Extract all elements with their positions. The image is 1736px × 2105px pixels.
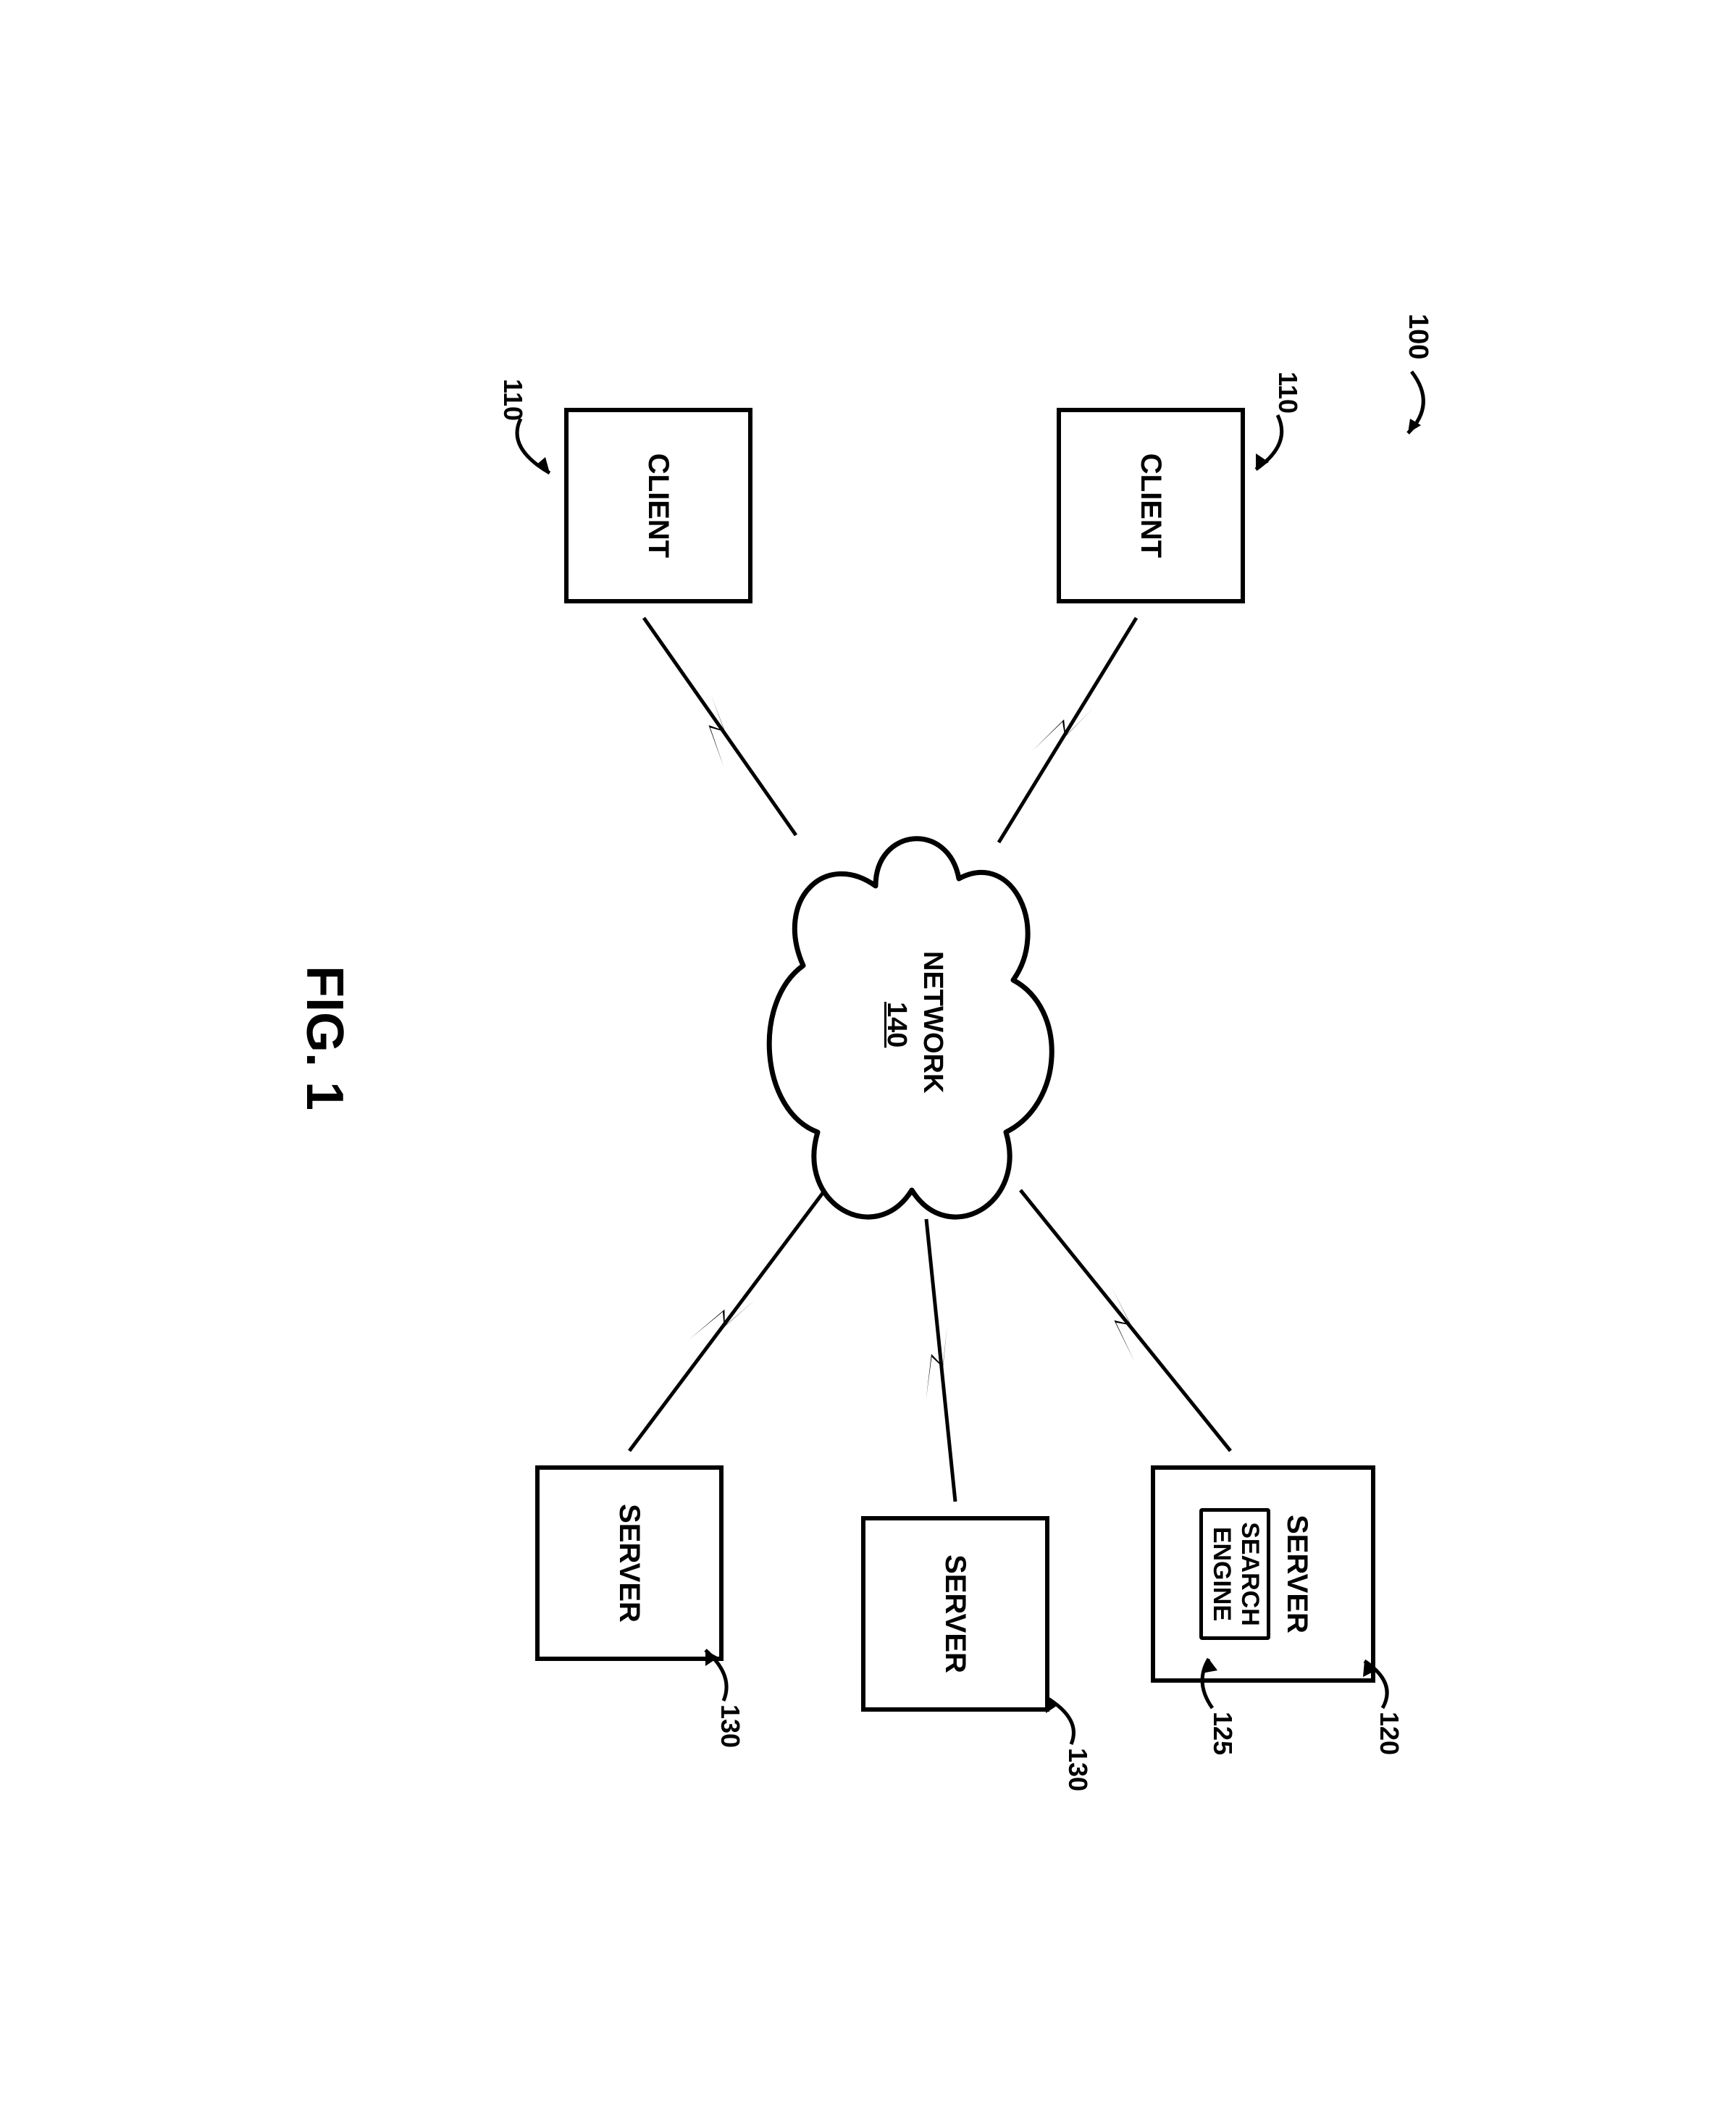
client-node-2: CLIENT bbox=[564, 408, 752, 603]
network-ref: 140 bbox=[880, 1002, 912, 1047]
server-2-label: SERVER bbox=[939, 1554, 972, 1673]
search-engine-box: SEARCH ENGINE bbox=[1199, 1508, 1270, 1640]
server-3-label: SERVER bbox=[613, 1504, 646, 1623]
page: 100 CLIENT 110 CLIENT 110 SERVER SEARCH bbox=[0, 0, 1736, 2105]
bolt-client1 bbox=[926, 596, 1187, 900]
bolt-server3 bbox=[586, 1168, 861, 1502]
bolt-server2 bbox=[854, 1197, 999, 1531]
bolt-client2 bbox=[586, 596, 847, 900]
client-2-label: CLIENT bbox=[642, 453, 675, 558]
client-1-ref-arrow bbox=[1227, 408, 1299, 495]
search-engine-label-2: ENGINE bbox=[1207, 1522, 1235, 1626]
system-ref-label: 100 bbox=[1402, 314, 1433, 359]
server-1-ref-arrow bbox=[1339, 1654, 1404, 1741]
client-node-1: CLIENT bbox=[1057, 408, 1245, 603]
network-label: NETWORK bbox=[916, 951, 948, 1093]
system-ref-arrow bbox=[1375, 364, 1441, 451]
server-node-2: SERVER bbox=[861, 1516, 1049, 1712]
search-engine-ref-arrow bbox=[1169, 1650, 1234, 1737]
server-1-label: SERVER bbox=[1280, 1515, 1314, 1633]
bolt-server1 bbox=[963, 1161, 1267, 1494]
diagram-stage: 100 CLIENT 110 CLIENT 110 SERVER SEARCH bbox=[253, 256, 1484, 1849]
server-3-ref-arrow bbox=[673, 1639, 745, 1726]
client-1-label: CLIENT bbox=[1134, 453, 1167, 558]
server-2-ref-arrow bbox=[1017, 1686, 1089, 1773]
search-engine-label-1: SEARCH bbox=[1236, 1522, 1264, 1626]
figure-caption: FIG. 1 bbox=[295, 966, 354, 1110]
client-2-ref-arrow bbox=[499, 411, 571, 498]
